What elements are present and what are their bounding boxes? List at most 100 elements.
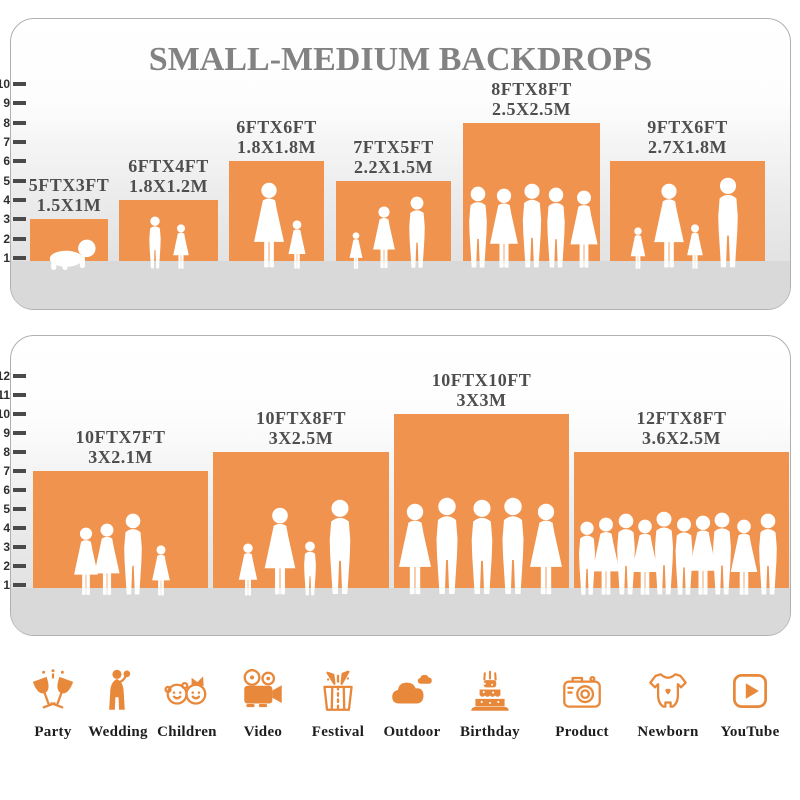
size-meters: 1.8X1.2M [129, 176, 208, 197]
man-silhouette [713, 512, 732, 595]
floor-strip [11, 588, 790, 635]
man-silhouette [408, 196, 425, 268]
category-outdoor: Outdoor [367, 666, 457, 741]
size-meters: 3X2.5M [268, 428, 334, 448]
y-axis-tick-mark [13, 159, 26, 164]
y-axis-tick-12: 12 [0, 369, 26, 383]
product-icon [557, 666, 607, 716]
category-label: Video [243, 724, 283, 740]
backdrop-bar-8ftx8ft [463, 122, 600, 268]
y-axis-tick-3: 3 [0, 212, 26, 226]
y-axis-tick-mark [13, 431, 26, 435]
woman-silhouette [253, 182, 284, 268]
category-label: Children [157, 724, 217, 740]
y-axis-tick-label: 8 [3, 115, 10, 130]
y-axis-tick-label: 5 [3, 502, 10, 516]
category-newborn: Newborn [623, 666, 713, 741]
y-axis-tick-label: 12 [0, 369, 10, 383]
man-silhouette [123, 513, 142, 595]
y-axis-tick-label: 9 [3, 96, 10, 111]
y-axis-tick-label: 3 [3, 212, 10, 227]
woman-silhouette [264, 507, 296, 595]
backdrop-bar-10ftx10ft [394, 414, 569, 595]
outdoor-icon [387, 666, 437, 716]
size-feet: 5FTX3FT [28, 175, 110, 196]
y-axis-tick-mark [13, 583, 26, 587]
size-feet: 6FTX4FT [128, 156, 209, 177]
man-silhouette [578, 521, 595, 595]
newborn-icon [643, 666, 693, 716]
man-silhouette [758, 513, 777, 595]
woman-silhouette [689, 515, 717, 595]
y-axis-tick-label: 7 [3, 464, 10, 478]
size-feet: 10FTX8FT [255, 408, 346, 428]
backdrop-bar-5ftx3ft [30, 219, 108, 270]
y-axis-tick-11: 11 [0, 388, 26, 402]
size-meters: 2.5X2.5M [492, 98, 571, 119]
girl-silhouette [151, 545, 170, 596]
bar-size-label: 5FTX3FT 1.5X1M [0, 175, 154, 215]
man-silhouette [469, 186, 487, 268]
y-axis-tick-label: 2 [3, 231, 10, 246]
y-axis-tick-label: 2 [3, 559, 10, 573]
backdrop-bar-6ftx4ft [119, 200, 218, 269]
woman-silhouette [490, 188, 519, 268]
category-label: Product [555, 724, 609, 740]
category-video: Video [218, 666, 308, 741]
man-silhouette [471, 499, 492, 595]
bar-size-label: 10FTX7FT 3X2.1M [36, 427, 206, 467]
bar-size-label: 12FTX8FT 3.6X2.5M [597, 408, 767, 448]
y-axis-tick-mark [13, 198, 26, 202]
y-axis-tick-4: 4 [0, 193, 26, 207]
size-feet: 9FTX6FT [647, 117, 728, 138]
category-label: Wedding [88, 724, 148, 740]
bar-size-label: 9FTX6FT 2.7X1.8M [603, 117, 773, 157]
bar-size-label: 10FTX8FT 3X2.5M [216, 408, 386, 448]
y-axis-tick-8: 8 [0, 116, 26, 130]
woman-silhouette [530, 503, 563, 595]
y-axis-tick-label: 1 [3, 251, 10, 265]
category-party: Party [8, 666, 98, 741]
y-axis-tick-label: 10 [0, 407, 10, 421]
woman-silhouette [569, 190, 598, 268]
y-axis-tick-mark [13, 120, 26, 125]
size-feet: 7FTX5FT [353, 136, 434, 157]
girl-silhouette [687, 224, 704, 269]
y-axis-tick-mark [13, 256, 26, 260]
y-axis-tick-9: 9 [0, 96, 26, 110]
woman-silhouette [73, 527, 98, 595]
bar-size-label: 6FTX6FT 1.8X1.8M [192, 117, 362, 157]
y-axis-tick-mark [13, 101, 26, 106]
y-axis-tick-label: 7 [3, 135, 10, 150]
category-label: YouTube [720, 724, 780, 740]
y-axis-tick-mark [13, 488, 26, 492]
woman-silhouette [631, 519, 659, 595]
size-meters: 2.2X1.5M [354, 156, 433, 177]
y-axis-tick-8: 8 [0, 445, 26, 459]
size-meters: 1.5X1M [36, 195, 102, 216]
category-label: Party [34, 724, 72, 740]
y-axis-tick-mark [13, 450, 26, 454]
y-axis-tick-label: 1 [3, 578, 10, 592]
man-silhouette [718, 177, 738, 268]
backdrop-bar-6ftx6ft [229, 161, 324, 269]
y-axis-tick-label: 10 [0, 77, 10, 92]
page-title: SMALL-MEDIUM BACKDROPS [148, 41, 653, 78]
category-children: Children [142, 666, 232, 741]
backdrop-chart-small-panel: SMALL-MEDIUM BACKDROPS 1 2 3 4 5 6 7 8 9 10 5FTX3F… [0, 18, 791, 310]
category-label: Newborn [637, 724, 699, 740]
backdrop-bar-9ftx6ft [610, 161, 765, 269]
y-axis-tick-mark [13, 545, 26, 549]
y-axis-tick-6: 6 [0, 483, 26, 497]
man-silhouette [522, 183, 541, 268]
category-wedding: Wedding [73, 666, 163, 741]
category-birthday: Birthday [445, 666, 535, 741]
y-axis-tick-6: 6 [0, 154, 26, 168]
y-axis-tick-mark [13, 374, 26, 378]
y-axis-tick-label: 4 [3, 193, 10, 207]
girl-silhouette [630, 227, 646, 269]
category-festival: Festival [293, 666, 383, 741]
y-axis-tick-1: 1 [0, 251, 26, 265]
y-axis-tick-10: 10 [0, 407, 26, 421]
bar-size-label: 8FTX8FT 2.5X2.5M [447, 79, 617, 119]
